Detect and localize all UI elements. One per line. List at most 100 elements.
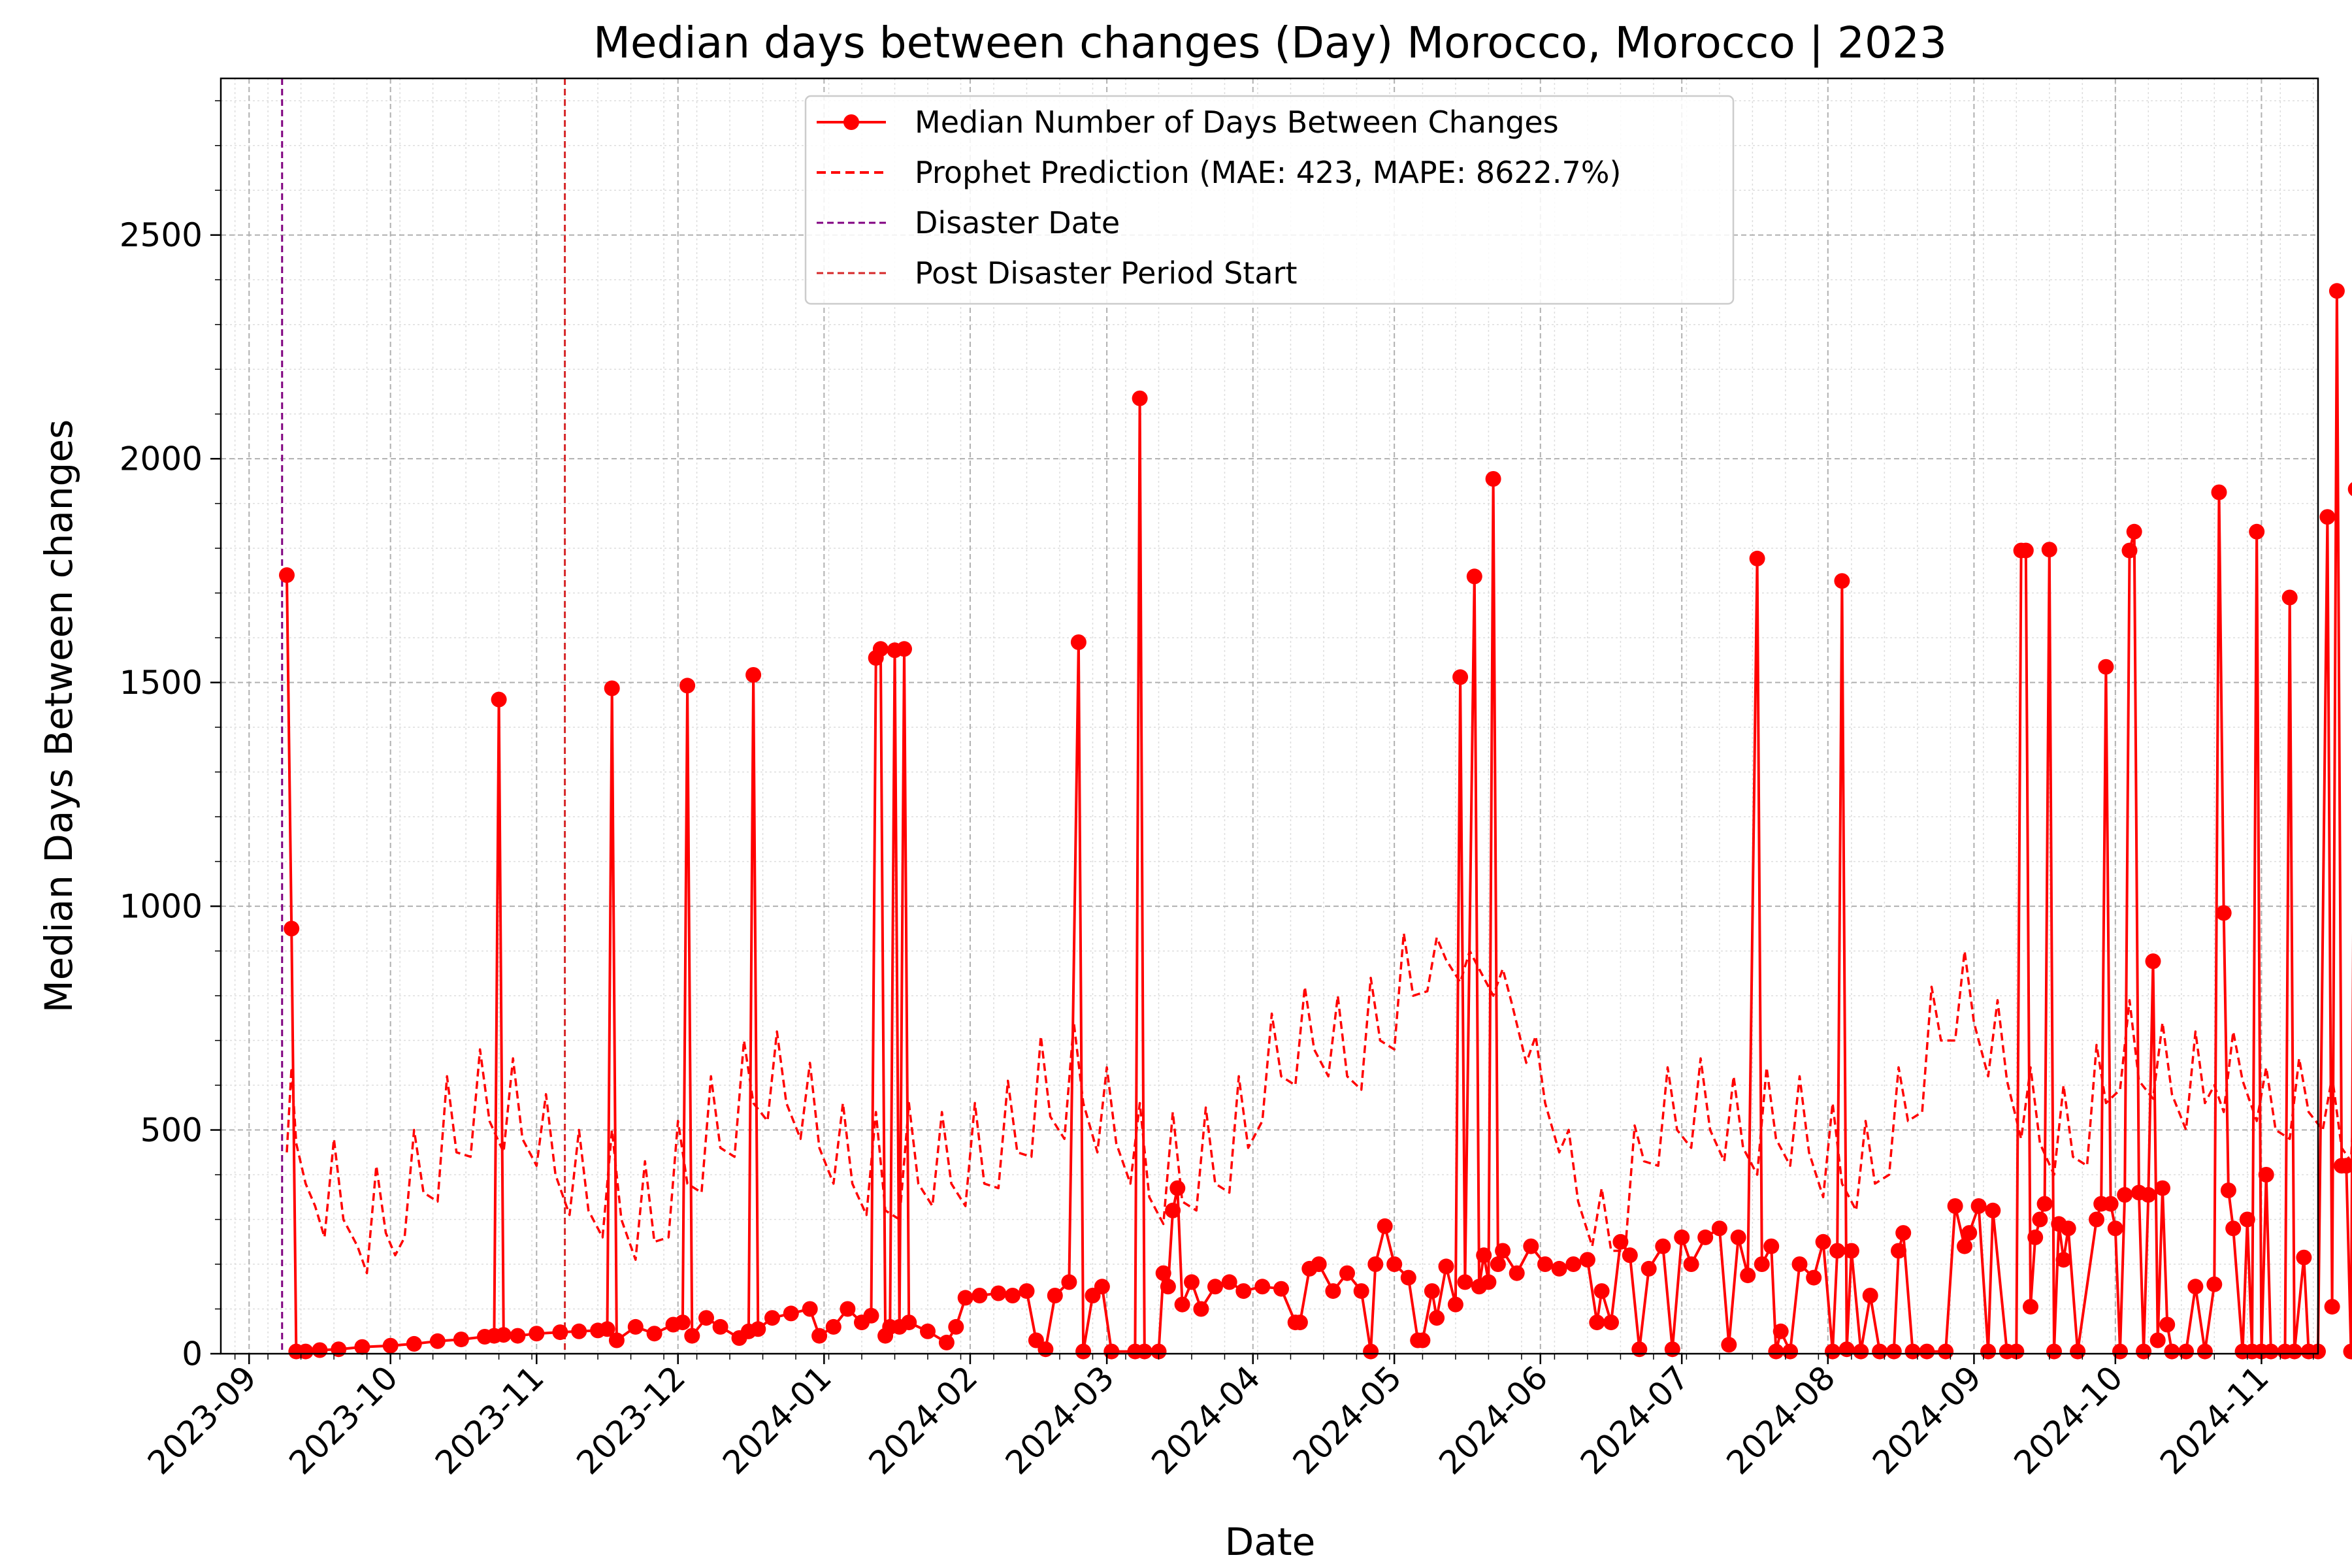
data-point <box>2206 1276 2223 1292</box>
legend-label-actual: Median Number of Days Between Changes <box>915 105 1559 140</box>
data-point <box>429 1333 446 1349</box>
y-tick-label: 0 <box>182 1335 203 1373</box>
data-point <box>1782 1343 1799 1360</box>
data-point <box>1254 1279 1271 1295</box>
data-point <box>1603 1315 1619 1331</box>
data-point <box>2215 905 2232 921</box>
data-point <box>2328 283 2345 299</box>
data-point <box>802 1301 818 1317</box>
data-point <box>1400 1269 1416 1286</box>
data-point <box>2249 523 2265 540</box>
legend-label-post-disaster: Post Disaster Period Start <box>915 255 1298 291</box>
data-point <box>2187 1279 2204 1295</box>
data-point <box>1891 1243 1906 1259</box>
data-point <box>2089 1211 2104 1228</box>
data-point <box>1019 1283 1035 1299</box>
data-point <box>1537 1256 1553 1272</box>
data-point <box>599 1321 615 1337</box>
data-point <box>811 1328 828 1344</box>
legend-entry-post-disaster: Post Disaster Period Start <box>817 255 1298 291</box>
data-point <box>2164 1343 2180 1360</box>
data-point <box>783 1305 799 1322</box>
data-point <box>1641 1260 1657 1277</box>
data-point <box>1961 1225 1978 1241</box>
data-point <box>1367 1256 1384 1272</box>
data-point <box>2159 1316 2176 1333</box>
data-point <box>2046 1343 2062 1360</box>
data-point <box>2017 542 2034 559</box>
data-point <box>1377 1218 1393 1234</box>
data-point <box>2107 1220 2123 1237</box>
data-point <box>1919 1343 1935 1360</box>
data-point <box>1414 1332 1431 1348</box>
data-point <box>674 1315 691 1331</box>
data-point <box>1485 471 1501 487</box>
data-point <box>1730 1229 1746 1245</box>
data-point <box>279 567 295 583</box>
data-point <box>1579 1252 1595 1268</box>
data-point <box>1523 1238 1539 1254</box>
data-point <box>1457 1274 1473 1290</box>
plot-frame <box>220 77 2319 1355</box>
data-point <box>1957 1238 1972 1254</box>
legend-entry-prediction: Prophet Prediction (MAE: 423, MAPE: 8622… <box>817 155 1621 190</box>
data-point <box>1697 1229 1714 1245</box>
x-axis-label: Date <box>1225 1520 1316 1564</box>
data-point <box>2324 1299 2340 1315</box>
data-point <box>2036 1196 2053 1212</box>
data-point <box>901 1315 917 1331</box>
data-point <box>1193 1301 1209 1317</box>
data-point <box>2258 1167 2274 1183</box>
data-point <box>1165 1202 1181 1218</box>
data-point <box>1452 669 1469 685</box>
data-point <box>1184 1274 1200 1290</box>
data-point <box>1711 1220 1727 1237</box>
data-point <box>2197 1343 2213 1360</box>
data-point <box>2281 589 2298 606</box>
data-point <box>1325 1283 1341 1299</box>
data-point <box>2032 1211 2048 1228</box>
data-point <box>1438 1258 1454 1275</box>
data-point <box>1754 1256 1770 1272</box>
data-point <box>863 1307 879 1324</box>
data-point <box>1683 1256 1699 1272</box>
data-point <box>2220 1183 2236 1198</box>
data-point <box>1490 1256 1506 1272</box>
data-point <box>510 1328 526 1344</box>
data-point <box>1815 1233 1831 1250</box>
data-point <box>2347 482 2352 497</box>
data-point <box>1061 1274 1077 1290</box>
data-point <box>750 1321 766 1337</box>
data-point <box>1075 1343 1092 1360</box>
data-point <box>1037 1341 1054 1358</box>
data-point <box>957 1290 973 1306</box>
data-point <box>1476 1247 1492 1264</box>
y-tick-label: 1500 <box>120 664 203 702</box>
data-point <box>1872 1343 1888 1360</box>
data-point <box>2102 1196 2119 1212</box>
data-point <box>453 1331 469 1348</box>
data-point <box>1169 1180 1186 1196</box>
data-point <box>297 1343 314 1360</box>
data-point <box>745 667 762 683</box>
data-point <box>1292 1315 1308 1331</box>
data-point <box>2121 542 2138 559</box>
data-point <box>2286 1343 2302 1360</box>
data-point <box>1862 1288 1878 1303</box>
data-point <box>2098 659 2114 675</box>
data-point <box>2343 1343 2352 1360</box>
data-point <box>406 1335 422 1352</box>
y-tick-label: 1000 <box>120 888 203 926</box>
data-point <box>1664 1341 1680 1358</box>
data-point <box>2225 1220 2242 1237</box>
data-point <box>1235 1283 1252 1299</box>
data-point <box>2178 1343 2194 1360</box>
data-point <box>2070 1343 2086 1360</box>
data-point <box>764 1310 780 1326</box>
data-point <box>1551 1260 1567 1277</box>
data-point <box>1895 1225 1912 1241</box>
data-point <box>331 1341 347 1358</box>
data-point <box>1565 1256 1582 1272</box>
data-point <box>2145 953 2161 970</box>
data-point <box>2338 1158 2352 1174</box>
